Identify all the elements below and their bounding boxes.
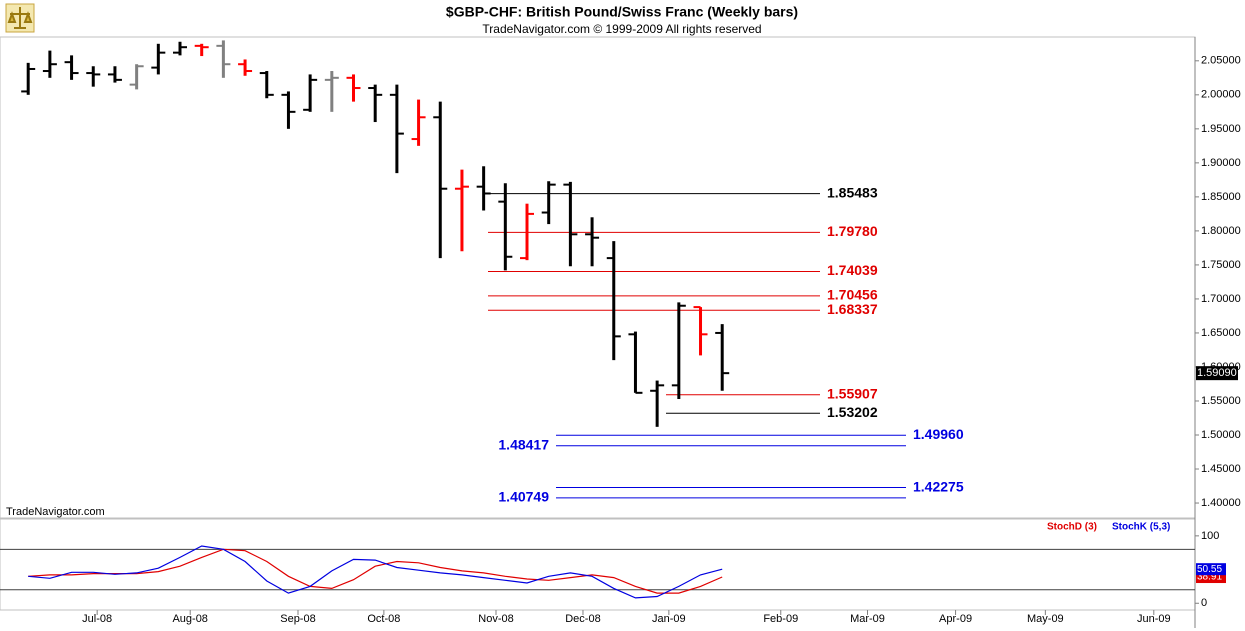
level-label: 1.79780 xyxy=(827,223,878,239)
legend-label: StochD (3) xyxy=(1047,522,1097,533)
watermark: TradeNavigator.com xyxy=(6,506,105,518)
y-tick-label: 1.45000 xyxy=(1201,463,1241,475)
level-label: 1.85483 xyxy=(827,184,878,200)
y-tick-label: 1.80000 xyxy=(1201,225,1241,237)
last-price-label: 1.59090 xyxy=(1197,367,1237,379)
x-tick-label: Apr-09 xyxy=(939,613,972,625)
stoch-line xyxy=(28,545,723,599)
y-tick-label: 1.50000 xyxy=(1201,429,1241,441)
x-tick-label: Dec-08 xyxy=(565,613,600,625)
y-tick-label: 1.90000 xyxy=(1201,157,1241,169)
level-label: 1.68337 xyxy=(827,301,878,317)
x-tick-label: Oct-08 xyxy=(367,613,400,625)
last-price-box xyxy=(1196,366,1238,381)
last-value-label: 50.55 xyxy=(1197,564,1222,575)
y-tick-label: 1.65000 xyxy=(1201,327,1241,339)
level-label: 1.55907 xyxy=(827,386,878,402)
level-label: 1.70456 xyxy=(827,287,878,303)
last-value-label: 38.91 xyxy=(1197,572,1222,583)
x-tick-label: Aug-08 xyxy=(172,613,207,625)
level-label: 1.48417 xyxy=(498,436,549,452)
y-tick-label: 1.95000 xyxy=(1201,123,1241,135)
level-label: 1.49960 xyxy=(913,426,964,442)
level-label: 1.42275 xyxy=(913,478,964,494)
y-tick-label: 2.05000 xyxy=(1201,55,1241,67)
y-tick-label: 100 xyxy=(1201,530,1219,542)
level-label: 1.74039 xyxy=(827,262,878,278)
x-tick-label: Sep-08 xyxy=(280,613,315,625)
y-tick-label: 1.85000 xyxy=(1201,191,1241,203)
y-tick-label: 0 xyxy=(1201,597,1207,609)
level-label: 1.40749 xyxy=(498,489,549,505)
y-tick-label: 1.55000 xyxy=(1201,395,1241,407)
x-tick-label: Jan-09 xyxy=(652,613,686,625)
last-value-box xyxy=(1196,563,1226,576)
logo xyxy=(5,3,35,33)
level-label: 1.53202 xyxy=(827,404,878,420)
chart-subtitle: TradeNavigator.com © 1999-2009 All right… xyxy=(482,22,761,36)
x-tick-label: Jul-08 xyxy=(82,613,112,625)
y-tick-label: 1.75000 xyxy=(1201,259,1241,271)
x-tick-label: Nov-08 xyxy=(478,613,513,625)
x-tick-label: Mar-09 xyxy=(850,613,885,625)
legend-label: StochK (5,3) xyxy=(1112,522,1170,533)
chart-title: $GBP-CHF: British Pound/Swiss Franc (Wee… xyxy=(446,4,798,20)
x-tick-label: May-09 xyxy=(1027,613,1064,625)
stoch-line xyxy=(28,548,723,594)
x-tick-label: Feb-09 xyxy=(763,613,798,625)
x-tick-label: Jun-09 xyxy=(1137,613,1171,625)
y-tick-label: 1.40000 xyxy=(1201,497,1241,509)
y-tick-label: 2.00000 xyxy=(1201,89,1241,101)
y-tick-label: 1.70000 xyxy=(1201,293,1241,305)
